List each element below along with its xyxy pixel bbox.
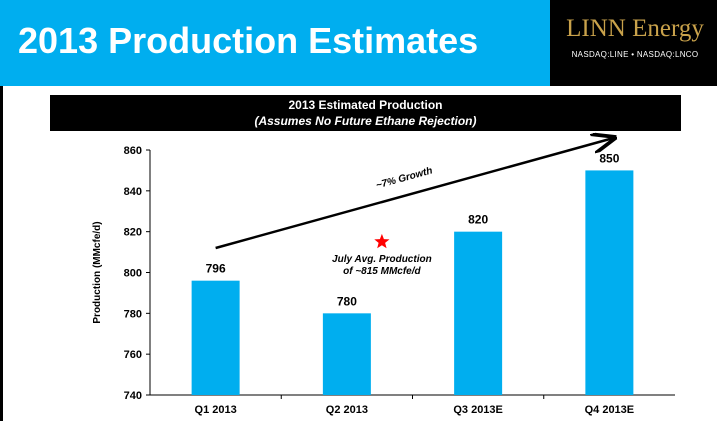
logo-ticker: NASDAQ:LINE • NASDAQ:LNCO [571,50,699,59]
y-tick-label: 780 [124,308,142,320]
y-tick-label: 860 [124,145,142,157]
y-tick-label: 760 [124,349,142,361]
growth-annotation: ~7% Growth [375,165,434,191]
header-bar: 2013 Production Estimates LINN Energy NA… [0,0,717,86]
y-axis-label: Production (MMcfe/d) [92,221,103,323]
y-tick-label: 800 [124,268,142,280]
x-tick-label: Q2 2013 [326,404,368,416]
chart-title: 2013 Estimated Production [288,98,443,112]
x-tick-label: Q4 2013E [585,404,635,416]
x-tick-label: Q3 2013E [453,404,503,416]
bar [191,280,240,395]
logo-brand: LINN Energy [566,15,704,42]
left-divider [0,86,3,421]
y-tick-label: 740 [124,390,142,402]
company-logo: LINN Energy NASDAQ:LINE • NASDAQ:LNCO [555,14,715,74]
bar [585,170,634,395]
star-icon [374,233,390,249]
data-label: 820 [468,213,488,227]
y-tick-label: 820 [124,227,142,239]
x-tick-label: Q1 2013 [195,404,237,416]
y-tick-label: 840 [124,186,142,198]
data-label: 780 [337,294,357,308]
bar [322,313,371,395]
growth-arrow [215,138,615,250]
marker-annotation-line1: July Avg. Production [332,254,432,265]
title-band: 2013 Production Estimates [0,0,550,86]
marker-annotation-line2: of ~815 MMcfe/d [343,266,421,277]
data-label: 850 [599,151,619,165]
data-label: 796 [206,262,226,276]
bar [454,231,503,395]
chart-subtitle: (Assumes No Future Ethane Rejection) [254,114,477,128]
chart-title-banner: 2013 Estimated Production (Assumes No Fu… [50,95,681,131]
slide-title: 2013 Production Estimates [18,20,479,61]
